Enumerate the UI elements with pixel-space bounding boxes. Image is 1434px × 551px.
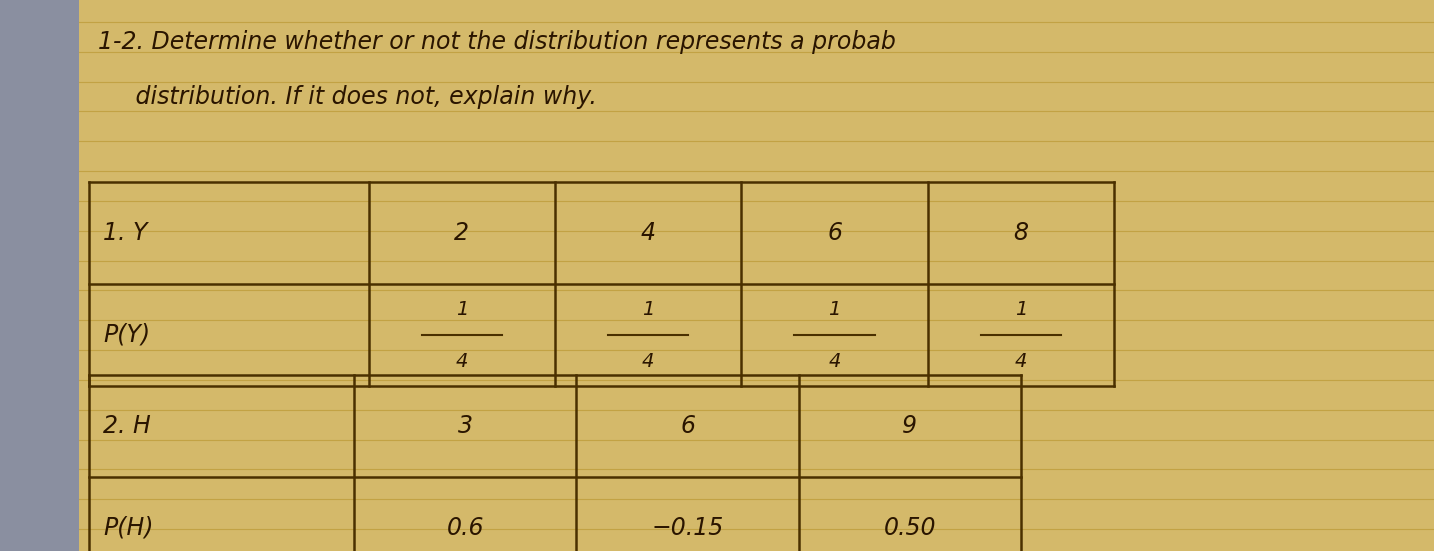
Text: distribution. If it does not, explain why.: distribution. If it does not, explain wh… [98,85,597,110]
Text: P(Y): P(Y) [103,323,151,347]
Text: 4: 4 [641,221,655,245]
Text: 1: 1 [456,300,467,318]
Text: 9: 9 [902,414,918,437]
Text: −0.15: −0.15 [651,516,724,539]
Text: 1-2. Determine whether or not the distribution represents a probab: 1-2. Determine whether or not the distri… [98,30,895,55]
Text: 1. Y: 1. Y [103,221,148,245]
Text: P(H): P(H) [103,516,153,539]
Text: 3: 3 [457,414,473,437]
Text: 2. H: 2. H [103,414,151,437]
Text: 2: 2 [455,221,469,245]
Text: 6: 6 [680,414,695,437]
Text: 1: 1 [1015,300,1027,318]
Text: 0.6: 0.6 [446,516,485,539]
Text: 8: 8 [1014,221,1028,245]
Text: 4: 4 [1015,352,1027,371]
Text: 0.50: 0.50 [883,516,936,539]
Bar [0,0,79,551]
Text: 1: 1 [642,300,654,318]
Text: 1: 1 [829,300,840,318]
Text: 6: 6 [827,221,842,245]
Text: 4: 4 [829,352,840,371]
Text: 4: 4 [456,352,467,371]
Text: 4: 4 [642,352,654,371]
